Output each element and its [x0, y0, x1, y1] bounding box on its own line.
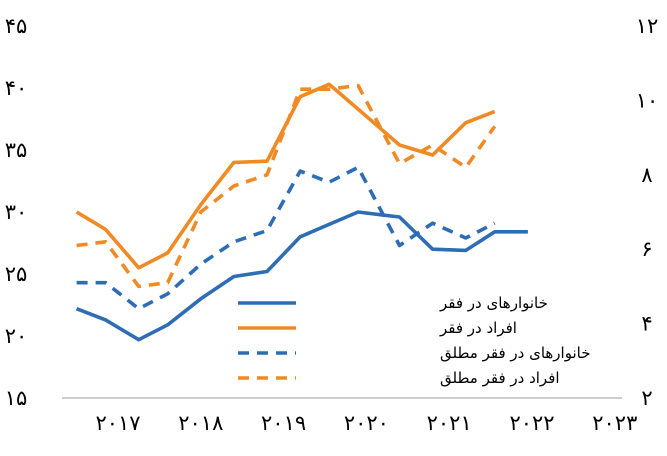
left-y-tick-label: ۴۰ [5, 76, 28, 100]
right-y-tick-label: ۲ [641, 386, 652, 410]
series-line-4 [76, 83, 497, 289]
x-tick-label: ۲۰۱۸ [178, 411, 223, 435]
right-y-tick-label: ۱۲ [636, 14, 659, 38]
series-line-1 [75, 210, 528, 342]
left-y-tick-label: ۲۵ [5, 262, 28, 286]
legend-label: افراد در فقر [439, 319, 517, 337]
x-tick-label: ۲۰۲۳ [592, 411, 637, 435]
x-tick-label: ۲۰۲۲ [509, 411, 554, 435]
legend-label: خانوارهای در فقر [439, 294, 548, 312]
x-axis-ticks: ۲۰۱۷ ۲۰۱۸ ۲۰۱۹ ۲۰۲۰ ۲۰۲۱ ۲۰۲۲ ۲۰۲۳ [95, 411, 637, 435]
right-y-axis-ticks: ۱۲ ۱۰ ۸ ۶ ۴ ۲ [636, 14, 659, 410]
right-y-tick-label: ۸ [641, 163, 652, 187]
series-line-2 [75, 82, 496, 270]
legend-label: افراد در فقر مطلق [440, 369, 560, 387]
x-tick-label: ۲۰۱۹ [261, 411, 306, 435]
right-y-tick-label: ۴ [641, 312, 652, 336]
left-y-tick-label: ۱۵ [5, 386, 28, 410]
series-lines [75, 82, 528, 342]
right-y-tick-label: ۶ [641, 237, 652, 261]
left-y-tick-label: ۳۰ [5, 200, 28, 224]
left-y-tick-label: ۳۵ [5, 138, 28, 162]
series-line-3 [76, 165, 496, 311]
legend: خانوارهای در فقر افراد در فقر خانوارهای در… [232, 285, 590, 395]
right-y-tick-label: ۱۰ [636, 88, 659, 112]
x-tick-label: ۲۰۱۷ [95, 411, 140, 435]
legend-label: خانوارهای در فقر مطلق [440, 344, 590, 362]
left-y-axis-ticks: ۴۵ ۴۰ ۳۵ ۳۰ ۲۵ ۲۰ ۱۵ [5, 14, 28, 410]
left-y-tick-label: ۲۰ [5, 324, 28, 348]
left-y-tick-label: ۴۵ [5, 14, 28, 38]
x-tick-label: ۲۰۲۱ [427, 411, 472, 435]
x-tick-label: ۲۰۲۰ [344, 411, 389, 435]
